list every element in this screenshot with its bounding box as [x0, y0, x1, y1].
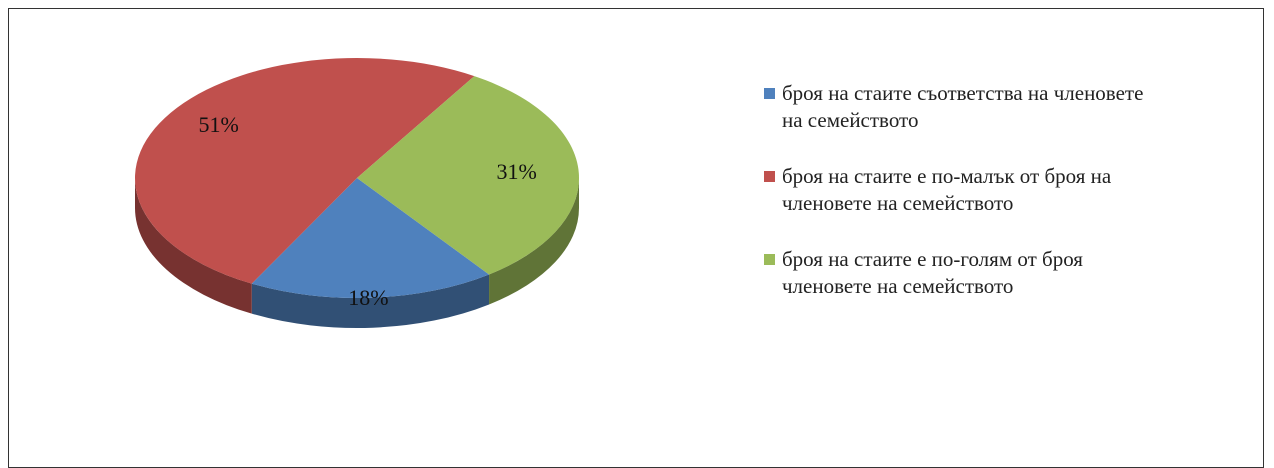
data-label: 18%: [348, 285, 388, 310]
legend-swatch: [764, 88, 775, 99]
data-label: 31%: [497, 159, 537, 184]
legend-label: броя на стаите съответства на членовете …: [782, 81, 1144, 132]
data-label: 51%: [199, 112, 239, 137]
legend-entry: броя на стаите е по-малък от броя на чле…: [764, 163, 1144, 217]
slice-side: [489, 178, 579, 305]
legend-swatch: [764, 171, 775, 182]
slice: [251, 178, 490, 298]
legend-swatch: [764, 254, 775, 265]
slice-side: [134, 178, 252, 314]
slice: [357, 76, 579, 275]
slice: [135, 58, 475, 284]
legend-label: броя на стаите е по-голям от броя членов…: [782, 247, 1083, 298]
slice-side: [251, 274, 490, 328]
legend-label: броя на стаите е по-малък от броя на чле…: [782, 164, 1112, 215]
legend-entry: броя на стаите съответства на членовете …: [764, 80, 1144, 134]
legend-entry: броя на стаите е по-голям от броя членов…: [764, 246, 1144, 300]
